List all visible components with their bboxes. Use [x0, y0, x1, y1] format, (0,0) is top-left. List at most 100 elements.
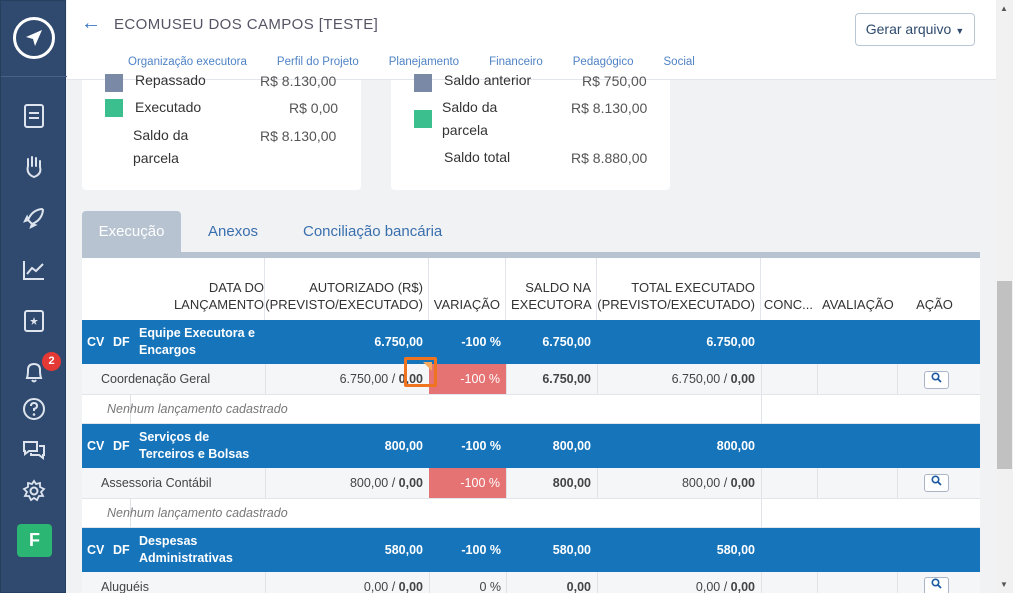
hand-heart-icon[interactable] — [20, 153, 48, 181]
sidebar: 2 F — [0, 0, 67, 593]
cell-divider — [597, 572, 598, 593]
col-conc: CONC... — [761, 258, 817, 320]
logo[interactable] — [13, 17, 55, 59]
item-name: Aluguéis — [101, 580, 149, 593]
cell-divider — [817, 572, 818, 593]
highlight-marker — [404, 357, 437, 387]
search-button[interactable] — [924, 371, 949, 389]
executado-value: R$ 0,00 — [289, 100, 339, 116]
cell-divider — [506, 572, 507, 593]
tab-anexos[interactable]: Anexos — [208, 223, 259, 240]
group-saldo: 800,00 — [552, 439, 591, 453]
search-button[interactable] — [924, 474, 949, 492]
search-icon — [931, 475, 942, 486]
nav-planejamento[interactable]: Planejamento — [388, 56, 460, 68]
back-arrow-icon[interactable]: ← — [81, 12, 101, 34]
nav-organizacao[interactable]: Organização executora — [128, 56, 247, 68]
gear-icon[interactable] — [20, 477, 48, 505]
item-saldo: 0,00 — [566, 580, 591, 593]
saldo-total-label: Saldo total — [444, 149, 511, 165]
col-autorizado-label: AUTORIZADO (R$) (PREVISTO/EXECUTADO) — [265, 280, 423, 312]
group-autorizado: 580,00 — [384, 543, 423, 557]
saldo-parcela-label: Saldo da parcela — [133, 127, 189, 166]
nav-perfil[interactable]: Perfil do Projeto — [276, 56, 359, 68]
scrollbar-thumb[interactable] — [997, 281, 1012, 469]
group-saldo: 6.750,00 — [542, 335, 591, 349]
execution-table: DATA DO LANÇAMENTO AUTORIZADO (R$) (PREV… — [82, 258, 980, 593]
item-total-exec: 0,00 — [730, 580, 755, 593]
scroll-up-icon[interactable]: ▲ — [1000, 4, 1008, 13]
search-button[interactable] — [924, 577, 949, 593]
group-name: Serviços de Terceiros e Bolsas — [139, 430, 250, 461]
group-row: CV DF Equipe Executora e Encargos 6.750,… — [82, 320, 980, 364]
bell-icon[interactable] — [20, 358, 48, 386]
executado-label: Executado — [135, 99, 202, 115]
empty-row: Nenhum lançamento cadastrado — [82, 499, 980, 528]
empty-message: Nenhum lançamento cadastrado — [107, 506, 288, 520]
cv-label: CV — [87, 335, 105, 349]
tab-execucao[interactable]: Execução — [82, 211, 181, 252]
generate-file-button[interactable]: Gerar arquivo ▼ — [855, 13, 975, 46]
item-autorizado: 6.750,00 / 0,00 — [265, 364, 423, 394]
table-row: Assessoria Contábil 800,00 / 0,00 -100 %… — [82, 468, 980, 499]
tabs: Execução Anexos Conciliação bancária — [82, 211, 980, 258]
book-icon[interactable] — [20, 307, 48, 335]
chat-icon[interactable] — [20, 435, 48, 463]
group-saldo: 580,00 — [552, 543, 591, 557]
item-total-prev: 0,00 / — [695, 580, 728, 593]
group-name: Despesas Administrativas — [139, 534, 233, 565]
scrollbar[interactable]: ▲ ▼ — [996, 0, 1013, 593]
item-autorizado: 800,00 / 0,00 — [265, 468, 423, 498]
cell-divider — [761, 572, 762, 593]
tab-conciliacao[interactable]: Conciliação bancária — [303, 223, 443, 240]
header: ← ECOMUSEU DOS CAMPOS [TESTE] Gerar arqu… — [67, 0, 996, 80]
cell-divider — [761, 364, 762, 394]
chart-line-icon[interactable] — [20, 256, 48, 284]
scroll-down-icon[interactable]: ▼ — [1000, 580, 1008, 589]
item-total-prev: 6.750,00 / — [671, 372, 728, 386]
executado-swatch — [105, 99, 123, 117]
col-autorizado: AUTORIZADO (R$) (PREVISTO/EXECUTADO) — [265, 258, 429, 320]
page-title: ECOMUSEU DOS CAMPOS [TESTE] — [114, 16, 379, 33]
summary-card-right: Saldo anterior R$ 750,00 Saldo da parcel… — [391, 72, 670, 190]
col-avaliacao: AVALIAÇÃO — [817, 258, 897, 320]
col-saldo: SALDO NA EXECUTORA — [506, 258, 597, 320]
cell-divider — [506, 468, 507, 498]
nav-social[interactable]: Social — [663, 56, 695, 68]
col-variacao: VARIAÇÃO — [429, 258, 506, 320]
cell-divider — [265, 468, 266, 498]
group-autorizado: 800,00 — [384, 439, 423, 453]
rocket-icon[interactable] — [20, 204, 48, 232]
item-total-prev: 800,00 / — [681, 476, 728, 490]
cell-divider — [597, 468, 598, 498]
avatar[interactable]: F — [17, 524, 52, 557]
cell-divider — [761, 499, 762, 528]
item-total: 6.750,00 / 0,00 — [597, 364, 755, 394]
help-icon[interactable] — [20, 395, 48, 423]
item-prev: 6.750,00 / — [339, 372, 396, 386]
table-row: Coordenação Geral 6.750,00 / 0,00 -100 %… — [82, 364, 980, 395]
document-icon[interactable] — [20, 102, 48, 130]
col-acao: AÇÃO — [897, 258, 980, 320]
col-conc-label: CONC... — [763, 297, 813, 312]
nav-pedagogico[interactable]: Pedagógico — [572, 56, 634, 68]
group-variacao: -100 % — [461, 439, 501, 453]
cell-divider — [817, 468, 818, 498]
saldo-anterior-label: Saldo anterior — [444, 72, 532, 88]
group-autorizado: 6.750,00 — [374, 335, 423, 349]
saldo-total-value: R$ 8.880,00 — [571, 150, 648, 166]
item-variacao: 0 % — [479, 580, 501, 593]
nav-financeiro[interactable]: Financeiro — [489, 56, 543, 68]
item-variacao: -100 % — [429, 468, 506, 498]
cell-divider — [265, 364, 266, 394]
saldo-parcela-right-label: Saldo da parcela — [442, 99, 498, 138]
empty-message: Nenhum lançamento cadastrado — [107, 402, 288, 416]
cell-divider — [761, 395, 762, 424]
col-data-label: DATA DO LANÇAMENTO — [173, 280, 264, 312]
item-name: Coordenação Geral — [101, 372, 211, 386]
cell-divider — [897, 572, 898, 593]
cv-label: CV — [87, 439, 105, 453]
col-total-label: TOTAL EXECUTADO (PREVISTO/EXECUTADO) — [597, 280, 755, 312]
cell-divider — [897, 364, 898, 394]
item-total-exec: 0,00 — [730, 372, 755, 386]
